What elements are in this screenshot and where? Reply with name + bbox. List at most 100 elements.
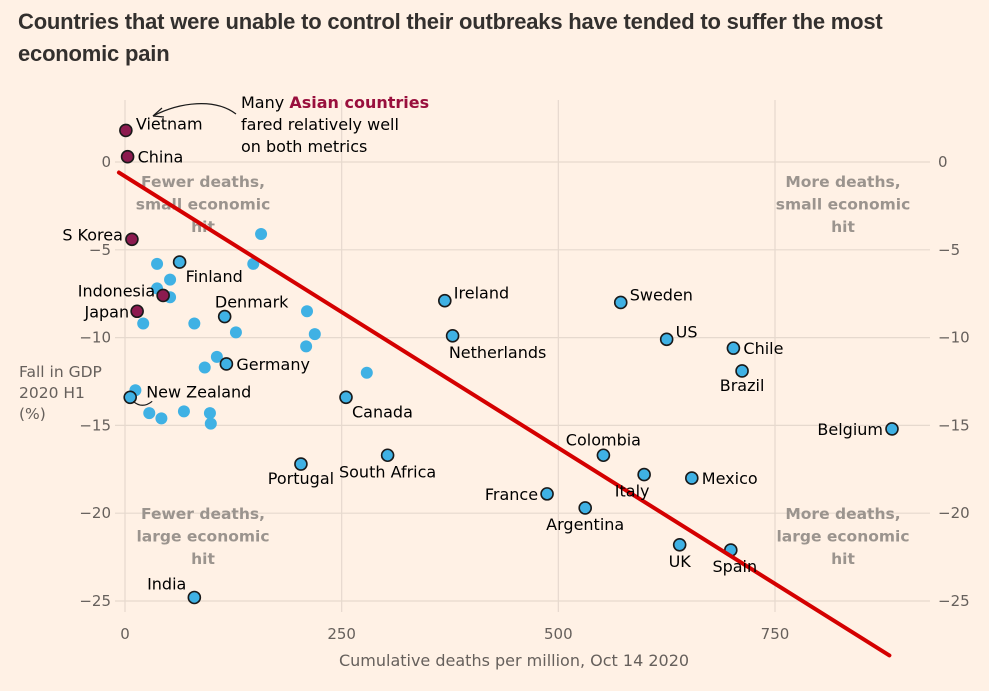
quadrant-label-bottom-right: hit [831,550,855,568]
data-point-finland [172,255,187,269]
point-label: India [147,574,186,593]
y-tick-label-right: −5 [938,241,960,259]
point-label: UK [669,552,692,571]
data-point-vietnam [119,123,133,138]
point-label: New Zealand [146,382,251,401]
data-point-argentina [578,501,593,515]
point-label: Indonesia [78,281,155,300]
quadrant-label-bottom-right: More deaths, [785,505,900,523]
data-point-netherlands [445,329,460,343]
data-point [204,417,217,430]
point-label: Belgium [817,420,883,439]
data-point-japan [130,304,144,319]
data-point-denmark [217,309,232,324]
data-point [360,366,373,379]
point-label: Finland [186,267,243,286]
annotation-text: Many [241,93,289,112]
point-labels: Vietnam China S Korea Indonesia Japan Finland… [62,114,883,593]
data-point-belgium [885,422,899,436]
data-point [137,317,150,330]
point-label: Spain [712,557,757,576]
chart-title: Countries that were unable to control th… [18,9,883,66]
x-tick-label: 0 [120,625,130,643]
y-axis-title-line: (%) [19,405,46,423]
y-tick-label-right: 0 [938,153,948,171]
point-label: S Korea [62,225,123,244]
data-point-us [659,332,674,347]
quadrant-label-bottom-left: large economic [136,528,269,546]
x-axis: 0 250 500 750 [120,625,789,643]
quadrant-label-top-right: small economic [776,196,911,214]
data-point [229,326,242,339]
annotation-line-1: Many Asian countries [241,93,429,112]
y-tick-label-left: −25 [79,592,111,610]
point-label: Mexico [702,469,758,488]
data-point-indonesia [156,288,170,303]
point-label: Colombia [566,430,641,449]
y-tick-label-left: −15 [79,416,111,434]
data-point-brazil [735,364,749,378]
quadrant-labels: Fewer deaths, small economic hit More death… [136,173,911,568]
data-point-new-zealand [123,390,137,405]
data-point [301,305,313,318]
point-label: Ireland [454,284,509,303]
point-label: Italy [615,482,650,501]
labelled-points [123,255,899,605]
data-point-mexico [684,471,699,485]
annotation-line-2: fared relatively well [241,115,399,134]
point-label: South Africa [339,462,436,481]
annotation: Many Asian countries fared relatively wel… [152,93,429,156]
data-point [143,407,156,420]
data-point-portugal [294,457,308,471]
data-point [164,273,177,286]
arrowhead-icon [152,107,165,118]
y-tick-label-right: −20 [938,504,970,522]
point-label: Germany [236,355,310,374]
x-tick-label: 250 [327,625,356,643]
y-axis-title: Fall in GDP 2020 H1 (%) [19,363,102,423]
y-axis-title-line: Fall in GDP [19,363,102,381]
data-point-ireland [437,293,452,308]
trend-line [116,170,892,658]
leader-line [132,400,153,406]
annotation-line-3: on both metrics [241,137,367,156]
data-point [300,340,313,353]
point-label: France [485,485,538,504]
point-label: Chile [743,339,783,358]
data-point [188,317,201,330]
point-label: Sweden [630,285,693,304]
data-point-germany [219,357,234,371]
point-label: Brazil [720,376,765,395]
quadrant-label-top-right: More deaths, [785,173,900,191]
y-axis-left: 0 −5 −10 −15 −20 −25 [79,153,111,610]
data-point [255,227,268,240]
y-tick-label-left: 0 [101,153,111,171]
grid [115,100,930,612]
y-axis-right: 0 −5 −10 −15 −20 −25 [938,153,970,610]
y-tick-label-right: −15 [938,416,970,434]
y-axis-title-line: 2020 H1 [19,384,85,402]
data-point-south-africa [380,448,395,463]
data-point [177,405,190,418]
y-tick-label-left: −5 [89,241,111,259]
y-tick-label-left: −20 [79,504,111,522]
x-tick-label: 750 [761,625,790,643]
data-point-uk [672,538,687,552]
data-point-sweden [613,295,628,310]
data-point [198,361,211,374]
data-point-colombia [596,448,611,463]
y-tick-label-right: −25 [938,592,970,610]
data-point [203,407,216,420]
data-point-italy [637,467,651,482]
quadrant-label-bottom-left: hit [191,550,215,568]
asian-points [119,123,170,319]
annotation-arrow [152,103,237,117]
annotation-highlight: Asian countries [289,93,429,112]
point-label: China [138,148,184,167]
data-point [210,350,223,363]
x-axis-title: Cumulative deaths per million, Oct 14 20… [339,651,689,670]
point-label: Denmark [215,293,289,312]
y-tick-label-left: −10 [79,329,111,347]
data-point [308,328,321,341]
